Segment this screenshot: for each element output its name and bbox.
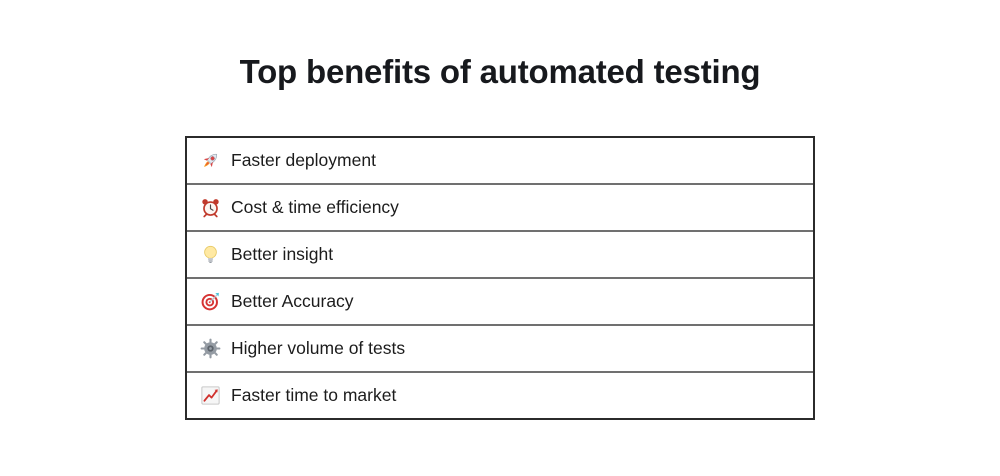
list-item: Better Accuracy [187,277,813,324]
list-item: Faster time to market [187,371,813,418]
gear-icon [199,338,221,360]
alarm-clock-icon [199,197,221,219]
benefit-label: Faster time to market [231,385,397,406]
list-item: Cost & time efficiency [187,183,813,230]
benefit-label: Higher volume of tests [231,338,406,359]
target-icon [199,291,221,313]
benefits-table: Faster deployment Cost & time efficiency… [185,136,815,420]
rocket-icon [199,150,221,172]
list-item: Better insight [187,230,813,277]
page-title: Top benefits of automated testing [239,53,761,90]
benefit-label: Cost & time efficiency [231,197,399,218]
light-bulb-icon [199,244,221,266]
list-item: Faster deployment [187,138,813,183]
benefit-label: Better insight [231,244,334,265]
benefit-label: Better Accuracy [231,291,354,312]
benefit-label: Faster deployment [231,150,376,171]
list-item: Higher volume of tests [187,324,813,371]
chart-increasing-icon [199,385,221,407]
